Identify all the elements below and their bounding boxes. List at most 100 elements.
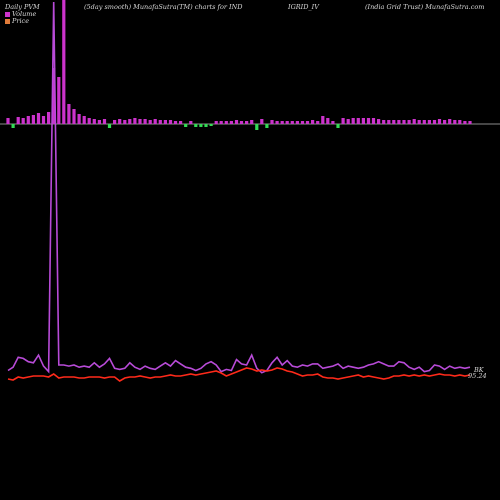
pvm-bar [229,121,233,124]
pvm-bar [463,121,467,124]
pvm-bar [16,117,20,124]
pvm-bar [143,119,147,124]
pvm-bar [194,124,198,127]
pvm-bar [371,118,376,124]
pvm-bar [305,121,310,124]
pvm-bar [331,121,335,124]
pvm-bar [341,118,345,124]
pvm-bar [468,121,472,124]
pvm-bar [57,77,61,124]
pvm-bar [290,121,294,124]
pvm-bar [209,124,213,126]
pvm-bar [407,120,411,124]
header-smooth: (5day smooth) MunafaSutra(TM) charts for… [84,3,243,11]
pvm-bar [184,124,188,127]
pvm-bar [47,112,51,124]
pvm-bar [295,121,299,124]
pvm-bars [6,0,472,130]
pvm-bar [189,121,193,124]
pvm-bar [397,120,401,124]
pvm-bar [432,120,437,124]
pvm-bar [163,120,167,124]
pvm-bar [265,124,269,128]
pvm-bar [250,120,254,124]
pvm-bar [62,0,66,124]
pvm-bar [133,118,137,124]
pvm-bar [387,120,391,124]
pvm-bar [128,119,132,124]
pvm-bar [72,109,76,124]
pvm-bar [402,120,406,124]
pvm-bar [443,120,447,124]
pvm-bar [113,120,117,124]
pvm-bar [153,119,157,124]
pvm-bar [36,113,41,124]
pvm-bar [356,118,360,124]
pvm-bar [351,118,355,124]
pvm-bar [255,124,259,130]
pvm-bar [458,120,462,124]
pvm-bar [173,121,178,124]
legend-price: Price [5,17,29,25]
pvm-bar [11,124,15,128]
price-line [7,367,471,382]
pvm-bar [67,104,71,124]
pvm-bar [214,121,218,124]
legend-price-label: Price [12,17,30,25]
pvm-bar [6,118,10,124]
pvm-bar [107,124,112,128]
pvm-bar [260,119,264,124]
pvm-bar [448,119,452,124]
pvm-bar [138,119,142,124]
pvm-bar [366,118,371,124]
pvm-bar [422,120,426,124]
pvm-bar [224,121,228,124]
header-symbol: IGRID_IV [288,3,319,11]
pvm-bar [336,124,340,128]
pvm-bar [311,120,315,124]
pvm-bar [300,121,305,124]
pvm-bar [97,120,101,124]
pvm-bar [412,119,416,124]
pvm-bar [234,120,239,124]
volume-line [7,1,471,374]
end-label-price: 95.24 [468,372,487,380]
pvm-bar [77,114,81,124]
price-swatch [5,18,10,24]
pvm-bar [361,118,365,124]
pvm-bar [417,120,421,124]
pvm-bar [26,116,30,124]
pvm-bar [321,116,325,124]
pvm-bar [377,119,381,124]
pvm-bar [204,124,208,127]
pvm-bar [316,121,320,124]
legend-volume-label: Volume [12,10,37,18]
pvm-bar [427,120,431,124]
pvm-bar [148,120,152,124]
pvm-bar [102,119,107,124]
pvm-bar [41,116,46,124]
legend-volume: Volume [5,10,36,18]
pvm-bar [118,119,122,124]
header-company: (India Grid Trust) MunafaSutra.com [365,3,485,11]
pvm-bar [326,118,330,124]
pvm-bar [275,121,279,124]
pvm-bar [179,121,183,124]
pvm-bar [245,121,249,124]
pvm-bar [52,68,56,124]
pvm-bar [437,119,442,124]
pvm-bar [453,120,457,124]
pvm-bar [285,121,289,124]
pvm-bar [270,120,274,124]
pvm-bar [168,120,173,124]
pvm-bar [21,118,25,124]
pvm-bar [239,121,244,124]
pvm-bar [219,121,223,124]
pvm-bar [382,120,386,124]
pvm-bar [280,121,284,124]
pvm-bar [92,119,96,124]
pvm-bar [123,120,127,124]
end-label-bk: BK [473,366,485,374]
pvm-bar [158,120,162,124]
